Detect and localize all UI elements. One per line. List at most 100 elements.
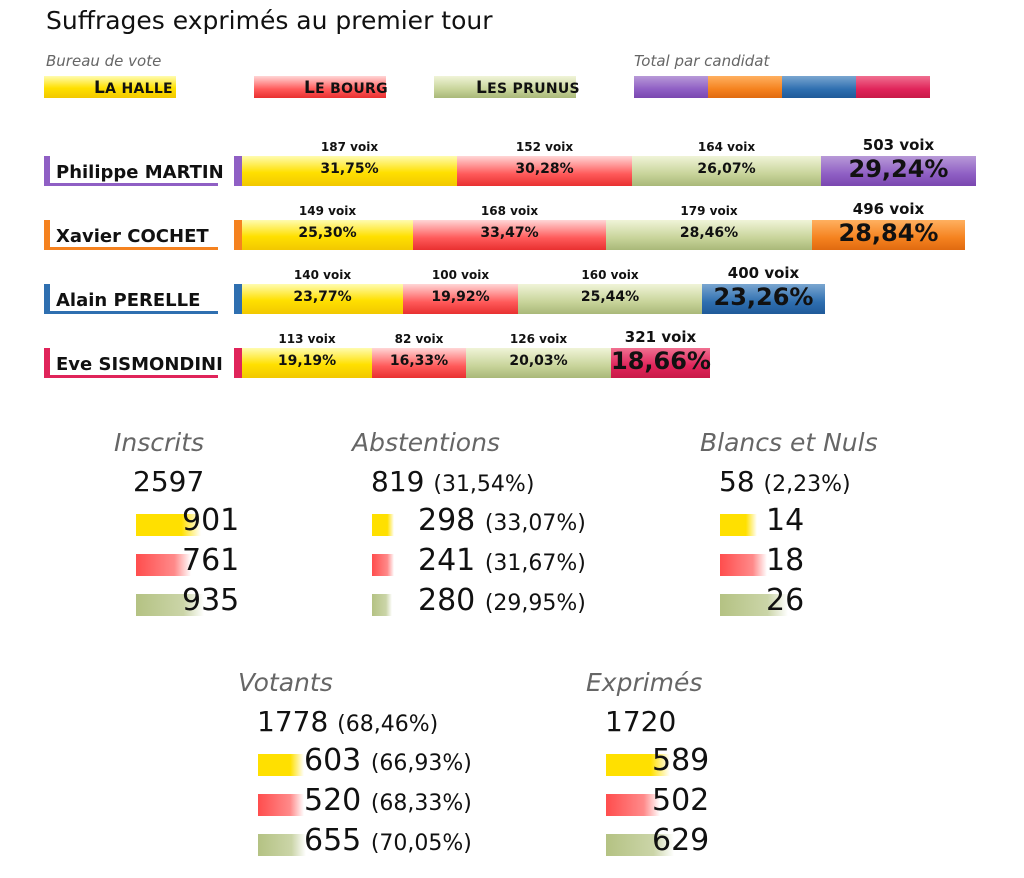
candidate-1-segment-1: 31,75% xyxy=(242,156,457,186)
inscrits-row-2-number: 761 xyxy=(182,543,240,578)
candidate-2-segment-2-voix: 168 voix xyxy=(480,204,539,218)
inscrits-row-3-bar xyxy=(136,594,204,616)
abstentions-row-1-value: 298 (33,07%) xyxy=(418,503,586,538)
legend-bureau-label: Bureau de vote xyxy=(46,52,162,70)
inscrits-row-3: 935 xyxy=(136,583,436,618)
candidate-2-total-pct: 28,84% xyxy=(838,219,939,247)
candidate-3-total-bar: 23,26% xyxy=(702,283,825,314)
exprimes-row-3-bar xyxy=(606,834,674,856)
exprimes-row-2-value: 502 xyxy=(652,783,709,818)
abstentions-row-1-number: 298 xyxy=(418,503,476,538)
inscrits-row-1-number: 901 xyxy=(182,503,240,538)
legend-candidate-swatch-1 xyxy=(634,76,708,98)
blancs-total-pct: (2,23%) xyxy=(763,472,851,497)
blancs-row-1: 14 xyxy=(720,503,1020,538)
candidate-4-marker xyxy=(44,348,50,378)
legend-label-le-bourg: Le Bourg xyxy=(304,78,388,98)
exprimes-row-3-value: 629 xyxy=(652,823,709,858)
abstentions-row-1-pct: (33,07%) xyxy=(484,511,586,536)
candidate-3-bar-accent xyxy=(234,284,242,314)
chart-title: Suffrages exprimés au premier tour xyxy=(46,6,493,35)
legend-label-la-halle: La Halle xyxy=(94,78,173,98)
legend-candidate-swatch-2 xyxy=(708,76,782,98)
legend-candidate-swatch-4 xyxy=(856,76,930,98)
abstentions-row-2-number: 241 xyxy=(418,543,476,578)
legend-total-label: Total par candidat xyxy=(634,52,770,70)
candidate-3-segment-2-voix: 100 voix xyxy=(431,268,490,282)
candidate-2-segment-3-voix: 179 voix xyxy=(680,204,738,218)
blancs-row-2-number: 18 xyxy=(766,543,805,578)
candidate-1-total-voix: 503 voix xyxy=(862,136,935,154)
exprimes-row-1-number: 589 xyxy=(652,743,710,778)
exprimes-row-2: 502 xyxy=(606,783,906,818)
inscrits-row-1: 901 xyxy=(136,503,436,538)
abstentions-row-2: 241 (31,67%) xyxy=(372,543,672,578)
candidate-2-segment-1: 25,30% xyxy=(242,220,413,250)
candidate-4-segment-3: 20,03% xyxy=(466,348,611,378)
votants-row-1-bar xyxy=(258,754,304,776)
votants-row-2: 520 (68,33%) xyxy=(258,783,558,818)
votants-heading: Votants xyxy=(238,668,333,697)
candidate-4-name: Eve SISMONDINI xyxy=(56,354,223,375)
candidate-1-segment-2-voix: 152 voix xyxy=(515,140,574,154)
candidate-3-name: Alain PERELLE xyxy=(56,290,201,311)
candidate-1-segment-2: 30,28% xyxy=(457,156,632,186)
blancs-row-1-bar xyxy=(720,514,757,536)
candidate-bars: Philippe MARTIN 31,75% 187 voix 30,28% 152 v… xyxy=(0,0,1024,400)
abstentions-row-2-bar xyxy=(372,554,394,576)
inscrits-row-2-value: 761 xyxy=(182,543,239,578)
votants-row-3: 655 (70,05%) xyxy=(258,823,558,858)
candidate-1-segment-2-pct: 30,28% xyxy=(515,161,574,177)
exprimes-row-3-number: 629 xyxy=(652,823,710,858)
candidate-3-underline xyxy=(44,311,218,314)
votants-row-2-bar xyxy=(258,794,304,816)
abstentions-total: 819 (31,54%) xyxy=(371,465,534,498)
candidate-4-segment-1-pct: 19,19% xyxy=(277,353,337,369)
blancs-row-2-bar xyxy=(720,554,767,576)
exprimes-heading: Exprimés xyxy=(586,668,703,697)
exprimes-total-value: 1720 xyxy=(605,705,677,738)
candidate-3-marker xyxy=(44,284,50,314)
candidate-1-segment-1-voix: 187 voix xyxy=(320,140,379,154)
abstentions-total-value: 819 xyxy=(371,465,425,498)
votants-row-1-value: 603 (66,93%) xyxy=(304,743,472,778)
candidate-4-segment-2-voix: 82 voix xyxy=(394,332,444,346)
blancs-row-3: 26 xyxy=(720,583,1020,618)
abstentions-row-3-bar xyxy=(372,594,392,616)
votants-row-1-number: 603 xyxy=(304,743,362,778)
candidate-4-segment-3-pct: 20,03% xyxy=(509,353,568,369)
candidate-3-segment-1-pct: 23,77% xyxy=(293,289,352,305)
abstentions-row-3: 280 (29,95%) xyxy=(372,583,672,618)
votants-total-value: 1778 xyxy=(257,705,329,738)
votants-row-2-pct: (68,33%) xyxy=(370,791,472,816)
candidate-3-total-pct: 23,26% xyxy=(713,283,814,311)
candidate-3-segment-3: 25,44% xyxy=(518,284,702,314)
votants-row-3-value: 655 (70,05%) xyxy=(304,823,472,858)
candidate-3-segment-1-voix: 140 voix xyxy=(293,268,352,282)
candidate-4-underline xyxy=(44,375,218,378)
candidate-3-segment-3-pct: 25,44% xyxy=(580,289,640,305)
candidate-4-bar-accent xyxy=(234,348,242,378)
abstentions-heading: Abstentions xyxy=(352,428,500,457)
abstentions-row-3-number: 280 xyxy=(418,583,476,618)
exprimes-row-1-bar xyxy=(606,754,670,776)
blancs-row-1-number: 14 xyxy=(766,503,805,538)
inscrits-row-3-value: 935 xyxy=(182,583,239,618)
blancs-row-3-value: 26 xyxy=(766,583,804,618)
votants-row-3-pct: (70,05%) xyxy=(370,831,472,856)
candidate-4-segment-2: 16,33% xyxy=(372,348,466,378)
candidate-2-segment-3: 28,46% xyxy=(606,220,812,250)
candidate-1-total-pct: 29,24% xyxy=(848,155,949,183)
blancs-row-1-value: 14 xyxy=(766,503,804,538)
blancs-total: 58 (2,23%) xyxy=(719,465,851,498)
candidate-4-total-pct: 18,66% xyxy=(611,347,711,375)
candidate-3-segment-2: 19,92% xyxy=(403,284,518,314)
candidate-1-marker xyxy=(44,156,50,186)
inscrits-row-2: 761 xyxy=(136,543,436,578)
blancs-row-3-bar xyxy=(720,594,788,616)
legend-label-les-prunus: Les Prunus xyxy=(476,78,580,98)
candidate-4-segment-1-voix: 113 voix xyxy=(278,332,336,346)
candidate-4-total-voix: 321 voix xyxy=(624,328,697,346)
votants-total-pct: (68,46%) xyxy=(337,712,439,737)
exprimes-row-1-value: 589 xyxy=(652,743,709,778)
